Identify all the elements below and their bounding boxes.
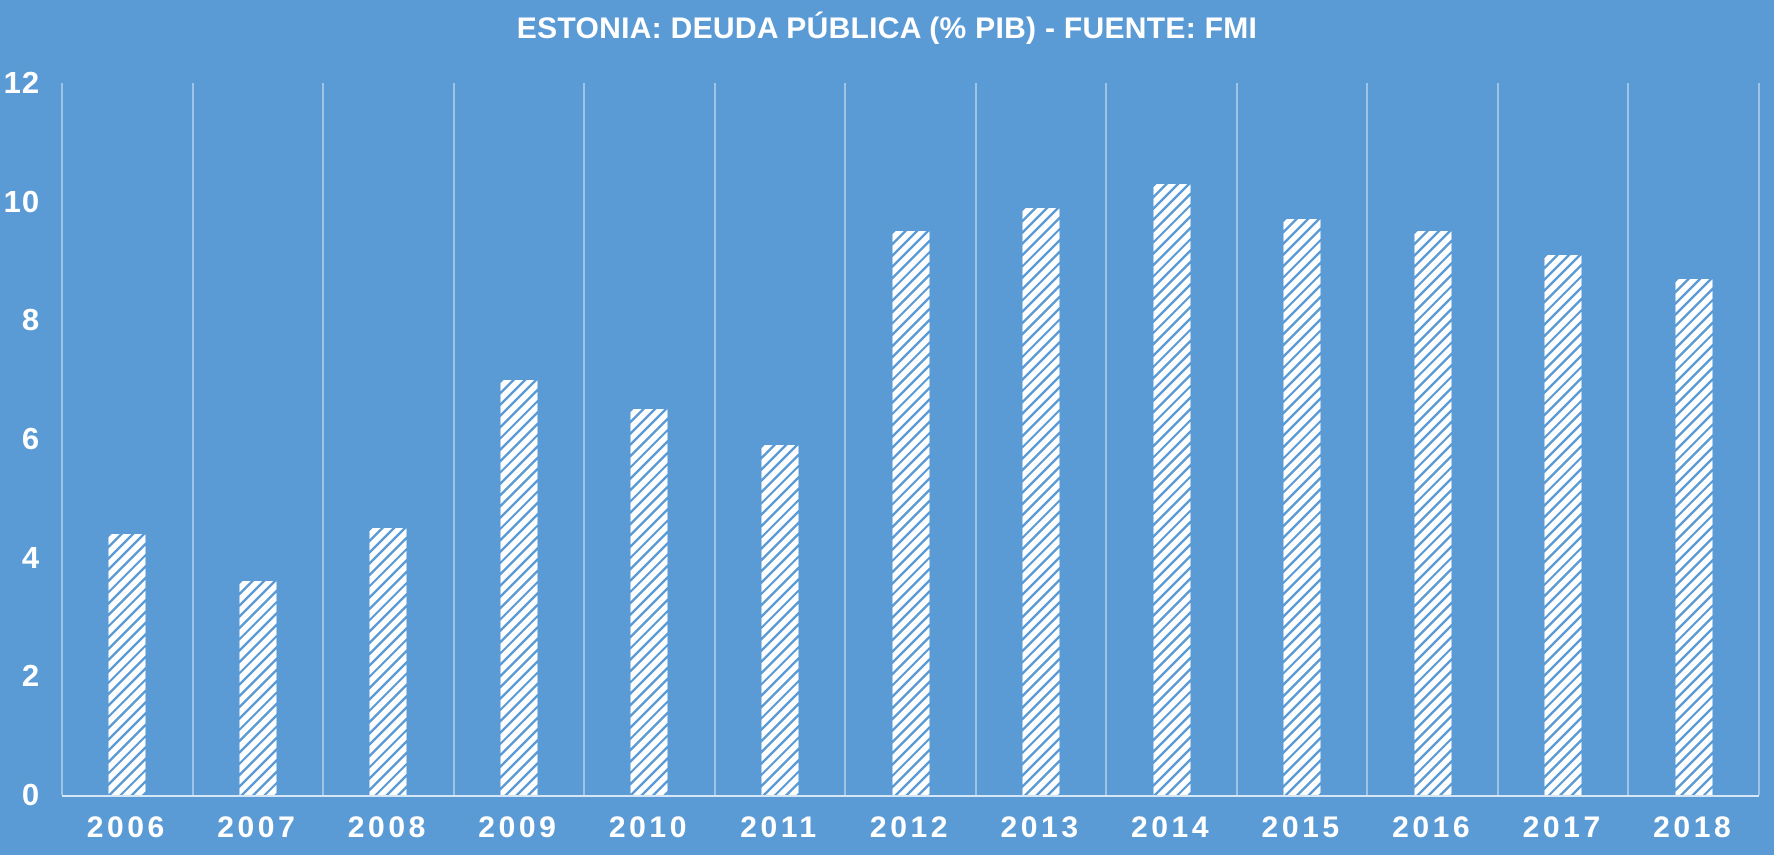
x-tick-label: 2017 <box>1522 811 1604 844</box>
gridline <box>713 83 716 795</box>
y-axis-labels: 0 2 4 6 8 10 12 <box>0 65 44 812</box>
x-tick-label: 2012 <box>869 811 952 844</box>
gridline <box>191 83 194 795</box>
gridline <box>1627 83 1630 795</box>
gridline <box>844 83 847 795</box>
y-tick-label: 10 <box>3 183 40 219</box>
gridline <box>583 83 586 795</box>
x-tick-label: 2015 <box>1261 811 1343 844</box>
bar-2010 <box>630 409 668 795</box>
bar-2012 <box>892 231 929 795</box>
bar-2009 <box>500 379 538 795</box>
x-tick-label: 2008 <box>347 811 429 844</box>
x-axis-labels: 2006 2007 2008 2009 2010 2011 2012 2013 2014 2015… <box>62 803 1759 851</box>
gridline <box>974 83 977 795</box>
x-tick-label: 2010 <box>608 811 690 844</box>
y-tick-label: 8 <box>21 302 40 338</box>
y-tick-label: 2 <box>21 658 40 694</box>
gridline <box>1496 83 1499 795</box>
plot-area <box>61 83 1760 797</box>
bar-2013 <box>1022 207 1060 795</box>
x-tick-label: 2018 <box>1653 811 1735 844</box>
x-tick-label: 2007 <box>217 811 299 844</box>
bar-2017 <box>1544 255 1582 795</box>
gridline <box>1235 83 1238 795</box>
chart-title: ESTONIA: DEUDA PÚBLICA (% PIB) - FUENTE:… <box>516 12 1258 45</box>
bar-2006 <box>108 533 146 795</box>
gridline <box>322 83 325 795</box>
x-tick-label: 2013 <box>1000 811 1082 844</box>
bar-2011 <box>761 444 799 795</box>
bar-2008 <box>369 528 407 795</box>
x-tick-label: 2006 <box>86 811 168 844</box>
gridline <box>61 83 63 795</box>
x-tick-label: 2016 <box>1392 811 1474 844</box>
y-tick-label: 6 <box>21 421 40 456</box>
x-tick-label: 2009 <box>478 811 560 844</box>
gridline <box>1758 83 1760 795</box>
bar-2014 <box>1153 183 1191 795</box>
bar-2015 <box>1283 219 1321 795</box>
y-tick-label: 0 <box>21 777 40 812</box>
x-tick-label: 2011 <box>740 811 820 844</box>
bar-2016 <box>1414 231 1452 795</box>
gridline <box>452 83 455 795</box>
y-tick-label: 4 <box>21 539 40 575</box>
gridline <box>1105 83 1108 795</box>
gridline <box>1366 83 1369 795</box>
y-tick-label: 12 <box>3 65 40 100</box>
x-tick-label: 2014 <box>1130 811 1213 844</box>
bar-2007 <box>239 581 277 795</box>
bar-2018 <box>1675 278 1713 795</box>
